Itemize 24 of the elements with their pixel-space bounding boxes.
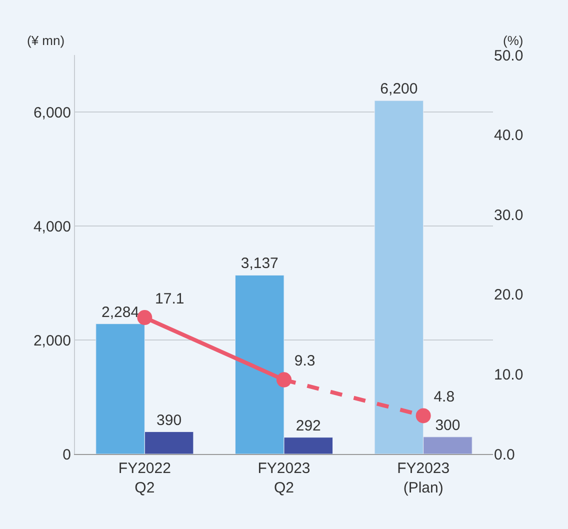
y-tick-label: 6,000 [33, 104, 71, 122]
data-label: 300 [435, 416, 460, 434]
y2-tick-label: 10.0 [494, 366, 524, 384]
data-label: 292 [296, 417, 321, 434]
data-label: 4.8 [434, 388, 455, 406]
data-label: 9.3 [294, 352, 316, 370]
x-tick-label: FY2023 (Plan) [397, 460, 450, 496]
data-label: 3,137 [240, 255, 278, 272]
data-label: 6,200 [380, 80, 418, 98]
y2-axis-title: (%) [503, 33, 524, 48]
y-tick-label: 4,000 [33, 218, 71, 236]
y2-tick-label: 30.0 [494, 206, 524, 224]
y2-tick-label: 50.0 [494, 47, 524, 64]
data-label: 17.1 [155, 290, 184, 308]
y2-tick-label: 0.0 [494, 446, 515, 464]
x-tick-label: FY2022 Q2 [118, 460, 171, 496]
y2-tick-label: 40.0 [494, 127, 524, 144]
y2-tick-label: 20.0 [494, 286, 524, 304]
y-tick-label: 0 [62, 446, 71, 464]
y-tick-label: 2,000 [33, 332, 71, 350]
x-tick-label: FY2023 Q2 [258, 460, 310, 496]
data-label: 2,284 [102, 304, 140, 321]
y-axis-title: (¥ mn) [27, 33, 65, 48]
data-label: 390 [156, 412, 182, 429]
